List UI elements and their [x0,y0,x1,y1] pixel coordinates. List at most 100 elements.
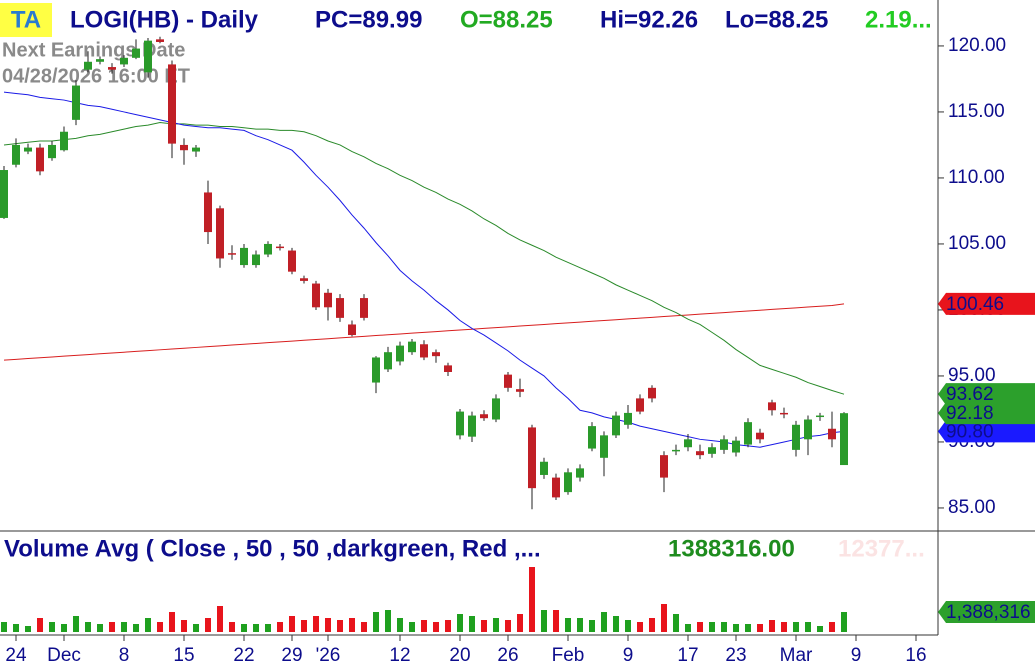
candle-body [72,85,80,120]
volume-bar [85,622,91,632]
volume-bar [337,620,343,632]
candle-body [324,292,332,308]
candle-body [804,419,812,440]
volume-bar [541,610,547,632]
y-tick-label: 120.00 [948,35,1006,56]
volume-bar [61,624,67,632]
volume-bar [193,624,199,632]
header-stat: Lo=88.25 [725,6,828,33]
volume-stat: 1388316.00 [668,535,795,562]
candle-body [444,365,452,372]
volume-bar [709,622,715,632]
candle-body [96,59,104,62]
volume-bar [745,624,751,632]
volume-bar [445,620,451,632]
candle-body [672,449,680,452]
candle-body [204,192,212,233]
candle-body [240,247,248,266]
x-tick-label: 29 [281,645,302,666]
volume-bar [457,614,463,632]
candle-body [180,144,188,151]
candle-body [216,208,224,259]
volume-bar [181,620,187,632]
candle-body [660,455,668,478]
volume-bar [289,616,295,632]
value-tag-label: 100.46 [946,294,1004,315]
volume-bar [229,622,235,632]
volume-bar [397,618,403,632]
value-tag-label: 92.18 [946,403,994,424]
x-tick-label: 26 [497,645,518,666]
volume-bar [757,624,763,632]
value-tag [938,420,1035,443]
moving-average-line [3,303,845,361]
candle-body [540,461,548,475]
candle-body [252,254,260,266]
x-tick-label: 12 [389,645,410,666]
candle-body [132,48,140,58]
volume-bar [685,624,691,632]
volume-bar [781,622,787,632]
volume-bar [673,614,679,632]
volume-bar [49,622,55,632]
candle-body [108,67,116,70]
candle-body [732,440,740,453]
candle-body [48,144,56,159]
volume-bar [433,622,439,632]
x-tick-label: Mar [780,645,813,666]
candle-body [588,426,596,449]
volume-bar [97,624,103,632]
volume-bar [505,620,511,632]
x-tick-label: 9 [851,645,862,666]
volume-bar [385,610,391,632]
candle-body [552,477,560,498]
x-tick-label: 16 [905,645,926,666]
candle-body [408,341,416,353]
candle-body [168,64,176,144]
volume-bar [613,616,619,632]
x-tick-label: 20 [449,645,470,666]
volume-bar [205,618,211,632]
volume-bar [253,624,259,632]
volume-bar [829,622,835,632]
candle-body [84,61,92,70]
volume-bar [145,618,151,632]
candle-body [156,39,164,42]
volume-bar [625,620,631,632]
candle-body [0,170,8,218]
candle-body [12,144,20,165]
volume-bar [577,618,583,632]
candle-body [348,324,356,336]
y-tick-label: 95.00 [948,365,996,386]
volume-bar [109,622,115,632]
candle-body [288,250,296,272]
y-tick-label: 115.00 [948,101,1005,122]
candle-body [756,432,764,440]
candle-body [276,246,284,249]
volume-bar [217,606,223,632]
volume-bar [469,616,475,632]
candle-body [432,352,440,357]
volume-bar [277,622,283,632]
candle-body [744,422,752,445]
value-tag-label: 1,388,316 [946,602,1031,623]
x-tick-label: 8 [119,645,130,666]
value-tag [938,383,1035,406]
candle-body [420,344,428,358]
x-tick-label: 9 [623,645,634,666]
volume-bar [241,624,247,632]
moving-average-line [3,91,845,448]
candle-body [624,412,632,425]
volume-bar [793,622,799,632]
volume-bar [517,614,523,632]
volume-bar [481,620,487,632]
volume-bar [841,611,847,632]
volume-bar [349,618,355,632]
volume-bar [661,604,667,632]
volume-bar [769,620,775,632]
candle-body [708,447,716,454]
x-tick-label: 24 [5,645,27,666]
value-tag [938,600,1035,623]
candle-body [372,357,380,383]
